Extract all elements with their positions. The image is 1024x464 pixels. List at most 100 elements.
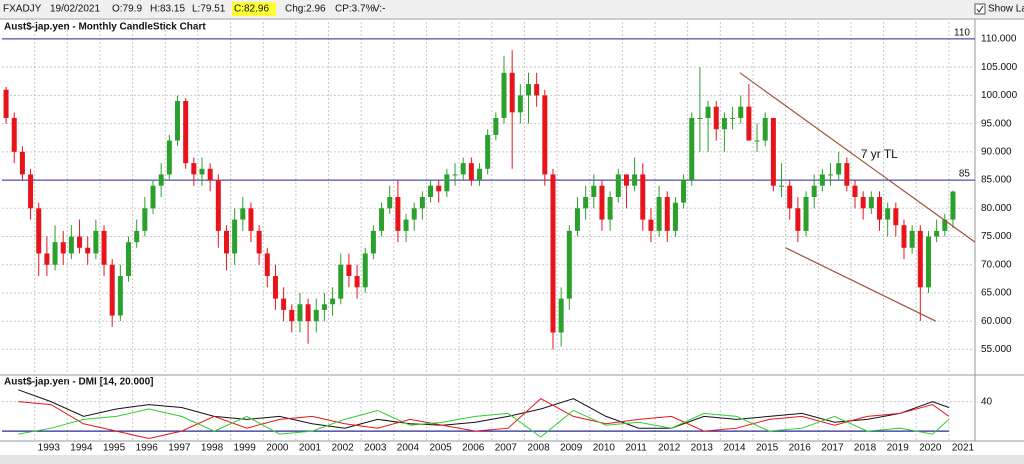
candle-body [338,264,344,299]
candle-body [11,117,17,152]
candle-body [819,174,825,186]
candle-body [876,197,882,220]
candle-body [925,236,931,288]
open: O:79.9 [112,4,142,15]
candle-body [828,174,834,176]
y-tick-label: 55.000 [981,344,1012,355]
candle-body [150,185,156,209]
candle-body [362,253,368,288]
trend-line [785,247,937,322]
change-pct: CP:3.7% [335,4,375,15]
candle-body [730,117,736,119]
candle-body [387,197,393,209]
y-tick-label: 105.000 [981,62,1018,73]
candle-body [379,208,385,231]
candle-body [942,219,948,231]
candle-body [770,117,776,186]
candle-body [60,242,66,254]
scrollbar[interactable] [0,455,1024,464]
candle-body [289,309,295,322]
x-tick-label: 2012 [658,443,681,454]
y-tick-label: 110.000 [981,34,1017,45]
checkbox[interactable] [974,3,986,15]
candle-body [787,185,793,209]
x-tick-label: 2006 [462,443,485,454]
chart-title: Aust$-jap.yen - Monthly CandleStick Char… [4,22,206,33]
x-tick-label: 1998 [201,443,224,454]
candle-body [909,230,915,248]
candle-body [599,185,605,220]
candle-body [681,180,687,203]
candle-body [697,117,703,119]
dmi-line [18,398,950,440]
x-tick-label: 2000 [266,443,289,454]
close: C:82.96 [234,4,269,15]
candle-body [232,219,238,254]
candle-body [19,151,25,175]
candle-body [632,174,638,186]
y-tick-label: 90.000 [981,146,1012,157]
x-tick-label: 1999 [234,443,257,454]
candle-body [803,197,809,231]
candle-body [223,230,229,254]
candle-body [199,168,205,175]
candle-body [313,309,319,322]
candle-body [264,253,270,277]
candle-body [174,101,180,141]
candle-body [468,163,474,181]
candle-body [272,276,278,299]
close-highlight [232,2,276,16]
candle-body [460,163,466,175]
candle-body [436,185,442,192]
date: 19/02/2021 [50,4,100,15]
candle-body [509,72,515,113]
candle-body [166,140,172,175]
x-tick-label: 2014 [723,443,746,454]
candle-body [395,197,401,231]
x-tick-label: 2007 [495,443,518,454]
candle-body [428,185,434,197]
candle-body [917,230,923,288]
reference-label: 110 [954,28,970,39]
candle-body [370,230,376,254]
candle-body [901,225,907,248]
candle-body [525,84,531,96]
candle-body [836,163,842,175]
candle-body [713,106,719,130]
low: L:79.51 [192,4,226,15]
candle-body [738,106,744,118]
x-tick-label: 2015 [756,443,779,454]
candle-body [542,95,548,175]
candle-body [705,106,711,118]
candle-body [517,95,523,113]
show-last[interactable]: Show Last [988,4,1024,15]
y-tick-label: 70.000 [981,259,1012,270]
candle-body [330,298,336,305]
candle-body [191,163,197,175]
x-tick-label: 2010 [593,443,616,454]
candle-body [852,185,858,197]
x-tick-label: 2013 [691,443,714,454]
candle-body [207,168,213,181]
x-tick-label: 2019 [887,443,910,454]
candle-body [109,264,115,316]
candle-body [68,236,74,254]
candle-body [158,174,164,186]
high: H:83.15 [150,4,185,15]
candle-body [93,230,99,254]
candle-body [762,117,768,141]
x-tick-label: 1995 [103,443,126,454]
x-tick-label: 1993 [38,443,61,454]
candle-body [648,219,654,231]
dmi-line [18,389,950,429]
x-tick-label: 2021 [952,443,975,454]
candle-body [3,89,9,118]
candle-body [240,208,246,220]
candle-body [297,304,303,322]
candle-body [885,208,891,220]
candle-body [534,84,540,96]
candle-body [689,117,695,181]
candle-body [811,185,817,197]
annotation: 7 yr TL [861,147,898,161]
candle-body [36,208,42,254]
